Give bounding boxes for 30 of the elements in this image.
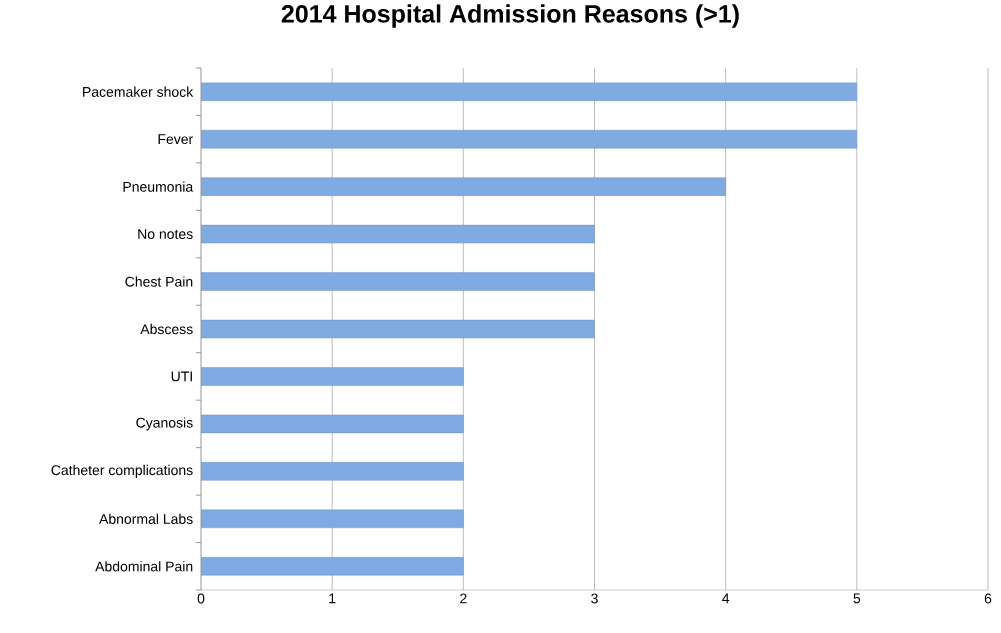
bar <box>201 557 464 576</box>
bar <box>201 367 464 386</box>
x-tick-label: 2 <box>460 593 467 604</box>
x-tick-label: 4 <box>722 593 730 604</box>
bar <box>201 272 595 291</box>
y-tick-label: UTI <box>171 371 192 382</box>
x-tick-label: 3 <box>591 593 598 604</box>
bar <box>201 224 595 244</box>
y-tick-label: Cyanosis <box>136 417 193 431</box>
y-tick-label: Chest Pain <box>125 276 193 287</box>
bar <box>201 129 858 149</box>
bar <box>201 509 464 529</box>
x-tick-label: 5 <box>853 593 861 604</box>
y-tick-label: Catheter complications <box>51 464 193 478</box>
bar <box>201 414 464 434</box>
bar <box>201 177 726 196</box>
y-tick-label: Pacemaker shock <box>83 86 194 97</box>
x-tick-label: 6 <box>984 593 992 604</box>
y-tick-label: Pneumonia <box>123 181 194 192</box>
bar <box>201 462 464 481</box>
y-tick-label: Abnormal Labs <box>99 513 193 524</box>
y-tick-label: Abdominal Pain <box>95 561 193 572</box>
chart-title: 2014 Hospital Admission Reasons (>1) <box>281 4 739 28</box>
y-tick-label: No notes <box>138 229 193 239</box>
y-tick-label: Fever <box>158 134 193 145</box>
x-tick-label: 1 <box>329 593 336 604</box>
bar <box>201 82 858 101</box>
x-tick-label: 0 <box>197 593 205 604</box>
bar <box>201 319 595 339</box>
y-tick-label: Abscess <box>140 323 193 335</box>
